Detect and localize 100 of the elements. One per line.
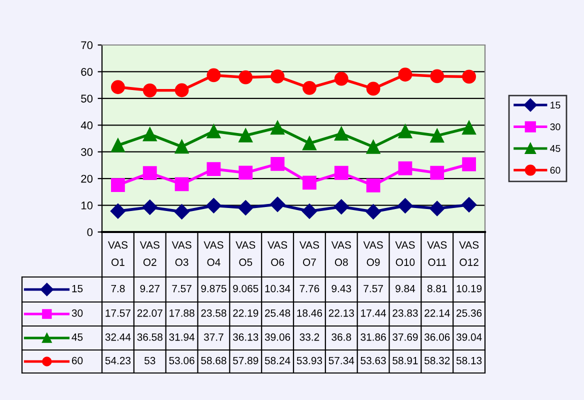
data-label: 58.13	[456, 356, 482, 364]
data-label: 9.27	[140, 284, 160, 292]
data-label: 10.34	[265, 284, 290, 292]
point	[398, 161, 412, 176]
point	[111, 178, 125, 192]
data-label: 53.63	[360, 356, 386, 364]
point	[302, 176, 316, 190]
data-label: 39.04	[456, 333, 482, 341]
point	[142, 127, 157, 142]
data-label: 22.13	[328, 309, 354, 317]
data-label: 23.83	[392, 309, 418, 317]
point	[238, 70, 253, 84]
data-label: 10.19	[456, 284, 482, 292]
data-label: 22.19	[233, 309, 258, 317]
legend-label: 15	[72, 285, 83, 292]
x-tick-label: VAS O1	[108, 241, 128, 266]
data-label: 57.89	[233, 356, 258, 364]
text: 30	[72, 309, 83, 317]
point	[206, 162, 221, 176]
x-tick-label: VAS O10	[395, 241, 415, 266]
data-label: 53	[144, 356, 156, 364]
x-tick-label: VAS O12	[459, 241, 479, 266]
text: 45	[72, 334, 83, 341]
point	[142, 200, 158, 215]
y-tick-label: 30	[81, 148, 93, 156]
point	[430, 128, 444, 143]
point	[334, 72, 348, 86]
point	[462, 120, 476, 135]
data-label: 22.14	[424, 309, 450, 317]
y-tick-label: 10	[81, 202, 93, 210]
point	[398, 124, 412, 138]
point	[110, 204, 126, 219]
data-label: 32.44	[105, 333, 131, 341]
point	[398, 198, 413, 214]
point	[302, 136, 316, 150]
point	[270, 120, 284, 135]
data-label: 18.46	[297, 309, 322, 317]
point	[206, 68, 221, 82]
data-label: 8.81	[427, 284, 447, 292]
point	[270, 69, 284, 84]
point	[398, 68, 412, 82]
data-label: 58.68	[201, 356, 226, 364]
point	[206, 198, 222, 214]
data-label: 9.84	[396, 284, 416, 292]
data-label: 23.58	[201, 309, 226, 317]
data-label: 54.23	[105, 356, 131, 364]
point	[142, 166, 157, 180]
y-tick-label: 60	[81, 68, 93, 76]
x-tick-label: VAS O8	[331, 241, 351, 266]
y-tick-label: 0	[87, 228, 93, 236]
x-tick-label: VAS O2	[140, 241, 160, 266]
point	[270, 156, 284, 171]
point	[302, 80, 316, 95]
point	[334, 199, 349, 214]
text: 60	[72, 356, 83, 364]
data-label: 58.32	[424, 356, 450, 364]
data-label: 25.36	[456, 309, 482, 317]
point	[238, 128, 253, 142]
point	[461, 197, 477, 212]
x-tick-label: VAS O7	[299, 241, 320, 266]
data-label: 53.93	[296, 356, 322, 364]
point	[111, 138, 125, 152]
y-tick-label: 40	[80, 121, 93, 130]
point	[334, 126, 348, 141]
data-label: 9.875	[201, 284, 226, 292]
data-label: 17.44	[361, 310, 386, 317]
data-label: 36.13	[232, 333, 258, 341]
data-label: 36.06	[424, 333, 450, 341]
point	[238, 200, 254, 216]
point	[174, 204, 190, 220]
data-label: 53.06	[169, 356, 194, 364]
point	[174, 140, 189, 154]
point	[430, 166, 444, 180]
point	[430, 69, 444, 84]
legend-label: 30	[550, 123, 560, 130]
point	[111, 80, 125, 94]
point	[366, 82, 380, 96]
point	[270, 196, 286, 212]
point	[238, 166, 253, 180]
x-tick-label: VAS O4	[204, 241, 224, 266]
data-label: 37.69	[392, 333, 418, 341]
data-label: 58.24	[264, 356, 290, 364]
point	[334, 166, 348, 180]
point	[302, 204, 318, 219]
data-label: 58.91	[392, 356, 418, 364]
data-label: 33.2	[300, 333, 320, 341]
data-label: 39.06	[264, 333, 290, 341]
point	[142, 83, 157, 98]
point	[366, 204, 381, 220]
data-label: 25.48	[265, 309, 290, 317]
y-tick-label: 50	[81, 94, 93, 103]
point	[366, 140, 380, 154]
data-label: 17.57	[106, 310, 130, 317]
point	[174, 83, 189, 98]
data-label: 37.7	[204, 333, 224, 341]
point	[462, 157, 476, 172]
data-label: 7.57	[364, 285, 383, 292]
legend-label: 45	[550, 145, 560, 152]
data-label: 7.76	[300, 284, 320, 292]
point	[174, 177, 189, 192]
